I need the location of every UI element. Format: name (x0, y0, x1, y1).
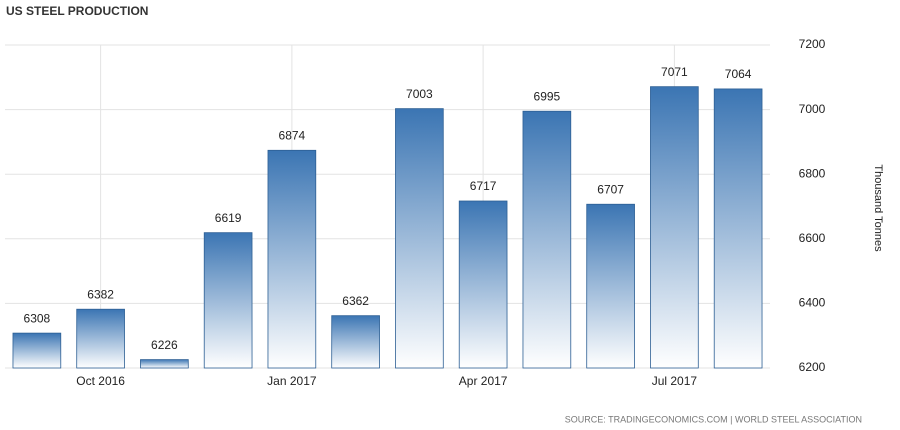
bar (203, 232, 253, 369)
value-label: 6874 (279, 128, 306, 142)
bar (458, 200, 508, 369)
y-tick-label: 6200 (799, 360, 826, 374)
value-label: 6707 (597, 182, 624, 196)
source: SOURCE: TRADINGECONOMICS.COM | WORLD STE… (565, 414, 862, 424)
bar (522, 110, 572, 369)
value-label: 7071 (661, 65, 688, 79)
x-tick-label: Apr 2017 (459, 374, 508, 388)
bar (395, 108, 444, 369)
bar (650, 86, 699, 369)
value-label: 6382 (87, 287, 114, 301)
value-label: 6619 (215, 211, 242, 225)
y-tick-label: 7200 (799, 37, 826, 51)
value-label: 7064 (725, 67, 752, 81)
bar (713, 88, 763, 369)
chart-title: US STEEL PRODUCTION (6, 4, 148, 18)
bar (140, 359, 189, 369)
y-tick-label: 6800 (799, 166, 826, 180)
bar (586, 203, 635, 369)
value-label: 7003 (406, 87, 433, 101)
value-label: 6995 (534, 89, 561, 103)
value-label: 6226 (151, 338, 178, 352)
value-label: 6308 (24, 311, 51, 325)
bar (331, 315, 380, 369)
y-tick-label: 6400 (799, 296, 826, 310)
value-label: 6362 (342, 294, 369, 308)
y-tick-label: 6600 (799, 231, 826, 245)
y-tick-label: 7000 (799, 102, 826, 116)
x-tick-label: Oct 2016 (76, 374, 125, 388)
x-tick-label: Jan 2017 (267, 374, 317, 388)
y-axis-label: Thousand Tonnes (872, 164, 884, 252)
bar (12, 332, 62, 369)
bar (76, 308, 125, 369)
x-tick-label: Jul 2017 (652, 374, 698, 388)
value-label: 6717 (470, 179, 497, 193)
bar (267, 149, 317, 369)
